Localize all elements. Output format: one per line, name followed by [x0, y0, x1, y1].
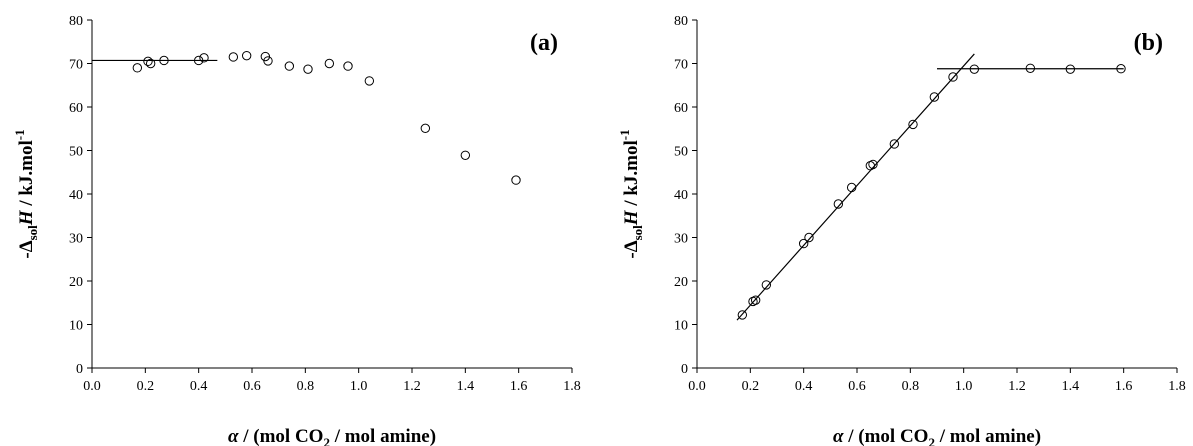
data-point — [868, 159, 878, 170]
x-tick-label: 0.8 — [297, 379, 315, 394]
data-point — [798, 238, 809, 249]
chart-panel-a: 0 10 20 30 40 50 60 70 80 0.0 0.2 0.4 0.6 0.8 1.0 1.2 1.… — [12, 14, 581, 446]
data-point — [145, 58, 156, 69]
data-point — [263, 56, 273, 66]
data-point — [1116, 64, 1126, 74]
data-point — [833, 199, 844, 209]
chart-panel-b: 0 10 20 30 40 50 60 70 80 0.0 0.2 0.4 0.6 0.8 1.0 1.2 1.… — [617, 14, 1186, 446]
x-tick-label: 1.0 — [350, 379, 368, 394]
data-point — [908, 119, 918, 130]
data-point — [343, 61, 353, 71]
x-tick-label: 1.2 — [1008, 379, 1026, 394]
data-point — [846, 182, 857, 193]
data-point — [804, 232, 814, 243]
y-tick-label: 40 — [674, 188, 688, 203]
data-point — [761, 280, 772, 290]
y-tick-label: 0 — [76, 362, 83, 377]
x-tick-label: 1.2 — [403, 379, 421, 394]
x-tick-label: 0.4 — [795, 379, 813, 394]
x-axis-title: α / (mol CO2 / mol amine) — [228, 426, 436, 446]
x-tick-label: 0.8 — [902, 379, 920, 394]
data-point — [420, 123, 431, 134]
y-tick-label: 80 — [674, 14, 688, 29]
data-point — [460, 150, 471, 160]
y-tick-label: 50 — [69, 145, 83, 160]
panel-label: (a) — [530, 30, 558, 56]
x-axis-title: α / (mol CO2 / mol amine) — [833, 426, 1041, 446]
data-point — [511, 175, 521, 185]
y-tick-label: 60 — [674, 101, 688, 116]
y-tick-label: 80 — [69, 14, 83, 29]
x-tick-label: 0.4 — [190, 379, 208, 394]
y-tick-label: 30 — [69, 232, 83, 247]
x-tick-label: 0.2 — [137, 379, 155, 394]
data-point — [241, 50, 252, 61]
y-tick-label: 40 — [69, 188, 83, 203]
x-tick-label: 1.0 — [955, 379, 973, 394]
y-axis-title: -ΔsolH / kJ.mol-1 — [12, 129, 40, 258]
data-point — [364, 76, 375, 86]
x-tick-label: 0.6 — [848, 379, 866, 394]
x-tick-label: 0.6 — [243, 379, 261, 394]
y-axis-title: -ΔsolH / kJ.mol-1 — [617, 129, 645, 258]
y-tick-label: 70 — [674, 58, 688, 73]
data-point — [284, 61, 295, 71]
data-point — [159, 55, 169, 66]
x-tick-label: 0.0 — [83, 379, 101, 394]
y-tick-label: 50 — [674, 145, 688, 160]
data-point — [1025, 63, 1036, 73]
y-tick-label: 10 — [674, 319, 688, 334]
data-point — [750, 295, 761, 305]
x-tick-label: 1.4 — [1062, 379, 1080, 394]
x-tick-label: 1.8 — [1168, 379, 1186, 394]
x-tick-label: 1.6 — [510, 379, 528, 394]
data-point — [889, 139, 900, 149]
data-point — [228, 52, 239, 62]
data-point — [1065, 64, 1076, 74]
data-point — [948, 72, 958, 82]
data-point — [132, 63, 143, 73]
y-tick-label: 70 — [69, 58, 83, 73]
data-point — [143, 56, 153, 67]
x-tick-label: 1.6 — [1115, 379, 1133, 394]
x-tick-label: 1.4 — [457, 379, 475, 394]
data-point — [929, 92, 940, 102]
x-tick-label: 1.8 — [563, 379, 581, 394]
x-tick-label: 0.0 — [688, 379, 706, 394]
data-point — [199, 53, 209, 63]
y-tick-label: 0 — [681, 362, 688, 377]
panel-label: (b) — [1134, 30, 1163, 56]
x-tick-label: 0.2 — [742, 379, 760, 394]
y-tick-label: 10 — [69, 319, 83, 334]
y-tick-label: 60 — [69, 101, 83, 116]
data-point — [303, 64, 313, 74]
data-point — [324, 58, 335, 69]
data-point — [969, 64, 980, 74]
data-point — [737, 310, 748, 320]
y-tick-label: 20 — [69, 275, 83, 290]
y-tick-label: 20 — [674, 275, 688, 290]
data-point — [193, 55, 204, 66]
y-tick-label: 30 — [674, 232, 688, 247]
